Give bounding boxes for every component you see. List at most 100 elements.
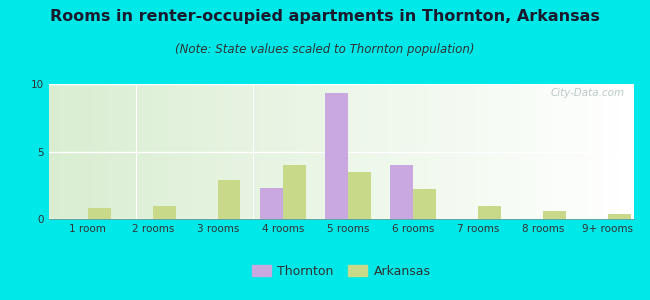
Bar xyxy=(157,84,160,219)
Bar xyxy=(455,84,458,219)
Bar xyxy=(122,84,125,219)
Bar xyxy=(356,84,359,219)
Bar xyxy=(116,84,119,219)
Bar xyxy=(502,84,505,219)
Bar xyxy=(169,84,172,219)
Bar xyxy=(52,84,55,219)
Bar xyxy=(88,208,110,219)
Bar xyxy=(216,84,218,219)
Bar xyxy=(478,206,500,219)
Bar xyxy=(365,84,368,219)
Bar xyxy=(104,84,107,219)
Bar xyxy=(58,84,60,219)
Bar xyxy=(555,84,558,219)
Legend: Thornton, Arkansas: Thornton, Arkansas xyxy=(247,260,436,283)
Bar xyxy=(201,84,203,219)
Bar xyxy=(485,84,488,219)
Bar xyxy=(268,84,271,219)
Bar xyxy=(601,84,604,219)
Bar xyxy=(142,84,146,219)
Bar xyxy=(260,188,283,219)
Bar xyxy=(482,84,485,219)
Bar xyxy=(361,84,365,219)
Bar xyxy=(525,84,528,219)
Bar xyxy=(271,84,274,219)
Bar xyxy=(368,84,370,219)
Bar xyxy=(207,84,209,219)
Bar xyxy=(467,84,470,219)
Bar xyxy=(177,84,180,219)
Bar xyxy=(204,84,207,219)
Bar xyxy=(406,84,409,219)
Bar xyxy=(616,84,619,219)
Bar xyxy=(400,84,403,219)
Bar xyxy=(298,84,300,219)
Bar xyxy=(146,84,148,219)
Bar xyxy=(153,206,176,219)
Bar xyxy=(549,84,552,219)
Bar xyxy=(283,165,306,219)
Bar xyxy=(101,84,104,219)
Bar xyxy=(277,84,280,219)
Bar xyxy=(209,84,213,219)
Bar xyxy=(348,172,370,219)
Bar xyxy=(452,84,456,219)
Bar xyxy=(183,84,186,219)
Text: Rooms in renter-occupied apartments in Thornton, Arkansas: Rooms in renter-occupied apartments in T… xyxy=(50,9,600,24)
Bar xyxy=(382,84,385,219)
Bar xyxy=(625,84,628,219)
Bar xyxy=(619,84,622,219)
Bar xyxy=(590,84,593,219)
Bar xyxy=(286,84,289,219)
Bar xyxy=(581,84,584,219)
Bar xyxy=(575,84,578,219)
Bar xyxy=(110,84,113,219)
Bar xyxy=(473,84,476,219)
Bar xyxy=(470,84,473,219)
Text: City-Data.com: City-Data.com xyxy=(551,88,625,98)
Bar xyxy=(491,84,493,219)
Bar xyxy=(233,84,236,219)
Bar xyxy=(113,84,116,219)
Bar xyxy=(107,84,110,219)
Bar xyxy=(55,84,58,219)
Bar xyxy=(552,84,554,219)
Bar xyxy=(239,84,242,219)
Bar xyxy=(84,84,87,219)
Bar xyxy=(622,84,625,219)
Bar xyxy=(599,84,601,219)
Bar xyxy=(325,93,348,219)
Bar xyxy=(558,84,560,219)
Bar xyxy=(236,84,239,219)
Bar xyxy=(628,84,630,219)
Bar xyxy=(564,84,566,219)
Bar xyxy=(289,84,292,219)
Bar xyxy=(610,84,614,219)
Bar xyxy=(303,84,306,219)
Bar xyxy=(248,84,251,219)
Bar xyxy=(330,84,333,219)
Bar xyxy=(514,84,517,219)
Bar xyxy=(391,84,394,219)
Bar xyxy=(497,84,499,219)
Bar xyxy=(221,84,224,219)
Bar xyxy=(499,84,502,219)
Bar xyxy=(154,84,157,219)
Bar xyxy=(291,84,294,219)
Bar xyxy=(262,84,265,219)
Bar xyxy=(92,84,96,219)
Bar xyxy=(181,84,183,219)
Bar xyxy=(49,84,52,219)
Bar xyxy=(508,84,511,219)
Bar xyxy=(78,84,81,219)
Bar xyxy=(227,84,230,219)
Bar xyxy=(353,84,356,219)
Bar xyxy=(630,84,634,219)
Bar xyxy=(540,84,543,219)
Bar xyxy=(213,84,216,219)
Bar xyxy=(569,84,573,219)
Bar xyxy=(218,180,240,219)
Bar xyxy=(99,84,101,219)
Bar xyxy=(464,84,467,219)
Bar xyxy=(409,84,411,219)
